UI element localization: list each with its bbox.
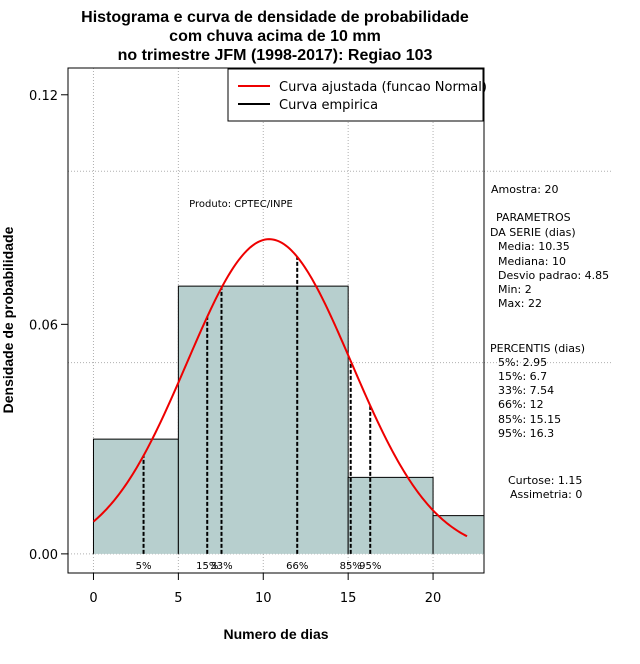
legend-box: [227, 68, 484, 122]
parametros-header-2: DA SERIE (dias): [490, 226, 576, 239]
x-tick-label: 0: [89, 591, 97, 606]
percentile-layer: 5% 15%33% 66% 85%95%: [136, 256, 381, 572]
p15-text: 15%: 6.7: [498, 370, 547, 383]
curve-layer: [92, 238, 468, 538]
x-tick-label: 10: [255, 591, 272, 606]
percentile-label: 15%: [196, 561, 218, 572]
histogram-bar: [433, 515, 484, 554]
x-tick-label: 20: [425, 591, 442, 606]
y-tick-label: 0.00: [29, 548, 58, 563]
percentile-label: 33%: [210, 561, 232, 572]
histogram-bar-outline: [177, 285, 349, 554]
p66-text: 66%: 12: [498, 398, 544, 411]
y-axis: 0.00 0.06 0.12: [29, 89, 69, 563]
percentile-label: 85%: [340, 561, 362, 572]
x-tick-label: 5: [174, 591, 182, 606]
x-tick-label: 15: [340, 591, 357, 606]
p95-text: 95%: 16.3: [498, 427, 554, 440]
product-annotation: Produto: CPTEC/INPE: [189, 199, 293, 210]
histogram-bar: [93, 439, 179, 554]
y-tick-label: 0.06: [29, 318, 58, 333]
percentis-header: PERCENTIS (dias): [490, 342, 585, 355]
normal-fit-curve: [92, 238, 468, 538]
chart-title-line-3: no trimestre JFM (1998-2017): Regiao 103: [118, 47, 433, 64]
legend: Curva ajustada (funcao Normal) Curva emp…: [227, 68, 487, 122]
parametros-header-1: PARAMETROS: [496, 211, 571, 224]
y-tick-label: 0.12: [29, 89, 58, 104]
max-text: Max: 22: [498, 297, 542, 310]
p5-text: 5%: 2.95: [498, 356, 547, 369]
histogram-bar: [348, 477, 434, 554]
p33-text: 33%: 7.54: [498, 384, 554, 397]
legend-label-empirical: Curva empirica: [279, 98, 378, 113]
y-axis-label: Densidade de probabilidade: [0, 226, 16, 413]
percentile-label: 95%: [359, 561, 381, 572]
media-text: Media: 10.35: [498, 240, 570, 253]
p85-text: 85%: 15.15: [498, 413, 561, 426]
chart-title-line-2: com chuva acima de 10 mm: [169, 28, 381, 45]
legend-label-fit: Curva ajustada (funcao Normal): [279, 80, 487, 95]
side-panel: Amostra: 20 PARAMETROS DA SERIE (dias) M…: [490, 183, 609, 501]
x-axis-label: Numero de dias: [223, 626, 328, 642]
x-axis: 0 5 10 15 20: [89, 572, 442, 606]
curtose-text: Curtose: 1.15: [508, 474, 582, 487]
percentile-label: 5%: [136, 561, 152, 572]
chart-title-line-1: Histograma e curva de densidade de proba…: [81, 9, 469, 26]
desvio-text: Desvio padrao: 4.85: [498, 269, 609, 282]
percentile-label: 66%: [286, 561, 308, 572]
mediana-text: Mediana: 10: [498, 255, 566, 268]
bars-layer: [92, 285, 485, 554]
min-text: Min: 2: [498, 283, 532, 296]
assimetria-text: Assimetria: 0: [510, 488, 582, 501]
amostra-text: Amostra: 20: [491, 183, 558, 196]
